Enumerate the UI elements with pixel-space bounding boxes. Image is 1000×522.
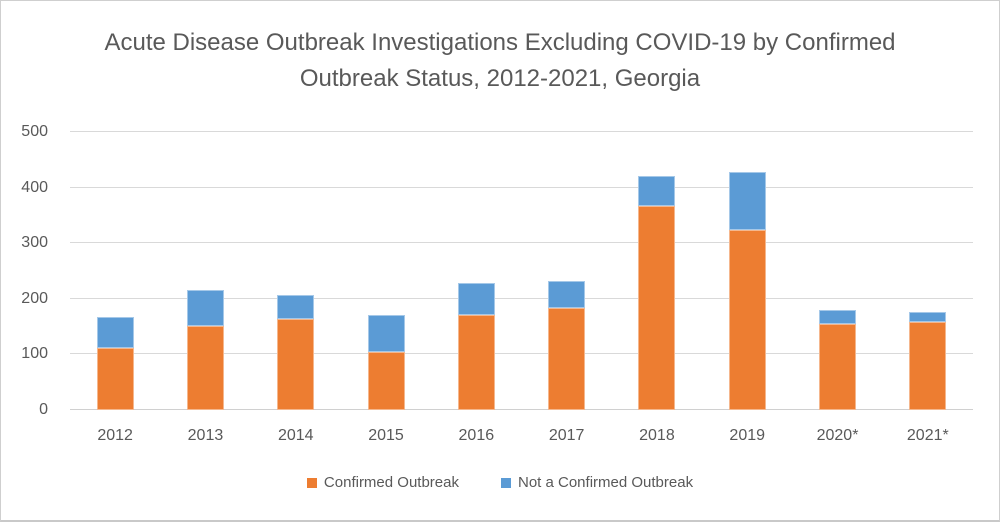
bar-column-2014 bbox=[251, 132, 341, 410]
gridline-0 bbox=[70, 409, 973, 410]
bar-segment-2017-confirmed bbox=[548, 308, 586, 410]
bar-segment-2017-not-confirmed bbox=[548, 281, 586, 309]
bar-stack-2012 bbox=[96, 316, 134, 410]
y-tick-label-500: 500 bbox=[21, 123, 48, 140]
x-tick-label-2021*: 2021* bbox=[906, 427, 949, 444]
bar-column-2012 bbox=[70, 132, 160, 410]
not-confirmed-swatch-icon bbox=[500, 477, 511, 488]
bar-segment-2019-confirmed bbox=[728, 230, 766, 410]
bar-segment-2013-not-confirmed bbox=[186, 289, 224, 327]
y-tick-label-300: 300 bbox=[21, 234, 48, 252]
bar-segment-2019-not-confirmed bbox=[728, 171, 766, 231]
x-tick-label-2014: 2014 bbox=[277, 427, 314, 444]
y-axis: 0 100 200 300 400 500 bbox=[1, 123, 48, 418]
y-tick-label-200: 200 bbox=[21, 289, 48, 307]
y-tick-label-100: 100 bbox=[21, 345, 48, 363]
gridline-100 bbox=[70, 353, 973, 355]
y-tick-label-400: 400 bbox=[21, 178, 48, 196]
legend-item-confirmed: Confirmed Outbreak bbox=[306, 474, 459, 491]
bar-stack-2016 bbox=[457, 282, 495, 410]
bar-stack-2020* bbox=[819, 309, 857, 410]
bar-column-2020* bbox=[792, 132, 882, 410]
bar-segment-2021*-confirmed bbox=[909, 322, 947, 410]
legend-label-not-confirmed: Not a Confirmed Outbreak bbox=[517, 474, 694, 491]
bar-stack-2019 bbox=[728, 171, 766, 410]
bar-stack-2018 bbox=[638, 175, 676, 410]
bar-column-2016 bbox=[431, 132, 521, 410]
bar-segment-2013-confirmed bbox=[186, 326, 224, 410]
bar-stack-2021* bbox=[909, 312, 947, 410]
bar-segment-2015-not-confirmed bbox=[367, 314, 405, 352]
y-tick-label-0: 0 bbox=[39, 401, 48, 418]
gridline-400 bbox=[70, 186, 973, 188]
bar-segment-2012-not-confirmed bbox=[96, 316, 134, 349]
plot-area bbox=[70, 131, 973, 410]
bar-column-2021* bbox=[883, 132, 973, 410]
x-tick-label-2012: 2012 bbox=[97, 427, 133, 444]
bar-segment-2020*-not-confirmed bbox=[819, 309, 857, 324]
bar-stack-2013 bbox=[186, 289, 224, 410]
bar-stack-2014 bbox=[277, 294, 315, 410]
bar-segment-2020*-confirmed bbox=[819, 323, 857, 410]
x-tick-label-2016: 2016 bbox=[458, 427, 495, 444]
bar-segment-2015-confirmed bbox=[367, 351, 405, 410]
x-tick-label-2019: 2019 bbox=[729, 427, 766, 444]
confirmed-swatch-icon bbox=[306, 477, 317, 488]
bar-segment-2016-confirmed bbox=[457, 315, 495, 410]
legend-label-confirmed: Confirmed Outbreak bbox=[323, 474, 459, 491]
x-tick-label-2018: 2018 bbox=[639, 427, 675, 444]
bar-segment-2018-confirmed bbox=[638, 205, 676, 410]
gridline-200 bbox=[70, 297, 973, 299]
x-tick-label-2017: 2017 bbox=[548, 427, 585, 444]
bar-stack-2017 bbox=[548, 281, 586, 410]
bar-column-2013 bbox=[160, 132, 250, 410]
bar-column-2019 bbox=[702, 132, 792, 410]
bar-series bbox=[70, 132, 973, 410]
bar-column-2015 bbox=[341, 132, 431, 410]
bar-segment-2021*-not-confirmed bbox=[909, 312, 947, 323]
gridline-500 bbox=[70, 131, 973, 132]
bar-column-2018 bbox=[612, 132, 702, 410]
legend: Confirmed Outbreak Not a Confirmed Outbr… bbox=[1, 474, 999, 491]
x-axis: 2012 2013 2014 2015 2016 2017 2018 2019 2020* 202… bbox=[70, 410, 973, 445]
x-tick-label-2013: 2013 bbox=[187, 427, 224, 444]
bar-segment-2014-confirmed bbox=[277, 319, 315, 410]
x-tick-label-2020*: 2020* bbox=[816, 427, 859, 444]
bar-column-2017 bbox=[521, 132, 611, 410]
bar-segment-2012-confirmed bbox=[96, 348, 134, 410]
bar-stack-2015 bbox=[367, 314, 405, 410]
chart-title: Acute Disease Outbreak Investigations Ex… bbox=[104, 29, 896, 92]
bar-segment-2016-not-confirmed bbox=[457, 282, 495, 316]
gridline-300 bbox=[70, 242, 973, 244]
bar-segment-2014-not-confirmed bbox=[277, 294, 315, 320]
x-tick-label-2015: 2015 bbox=[368, 427, 404, 444]
bar-segment-2018-not-confirmed bbox=[638, 175, 676, 206]
legend-item-not-confirmed: Not a Confirmed Outbreak bbox=[500, 474, 694, 491]
